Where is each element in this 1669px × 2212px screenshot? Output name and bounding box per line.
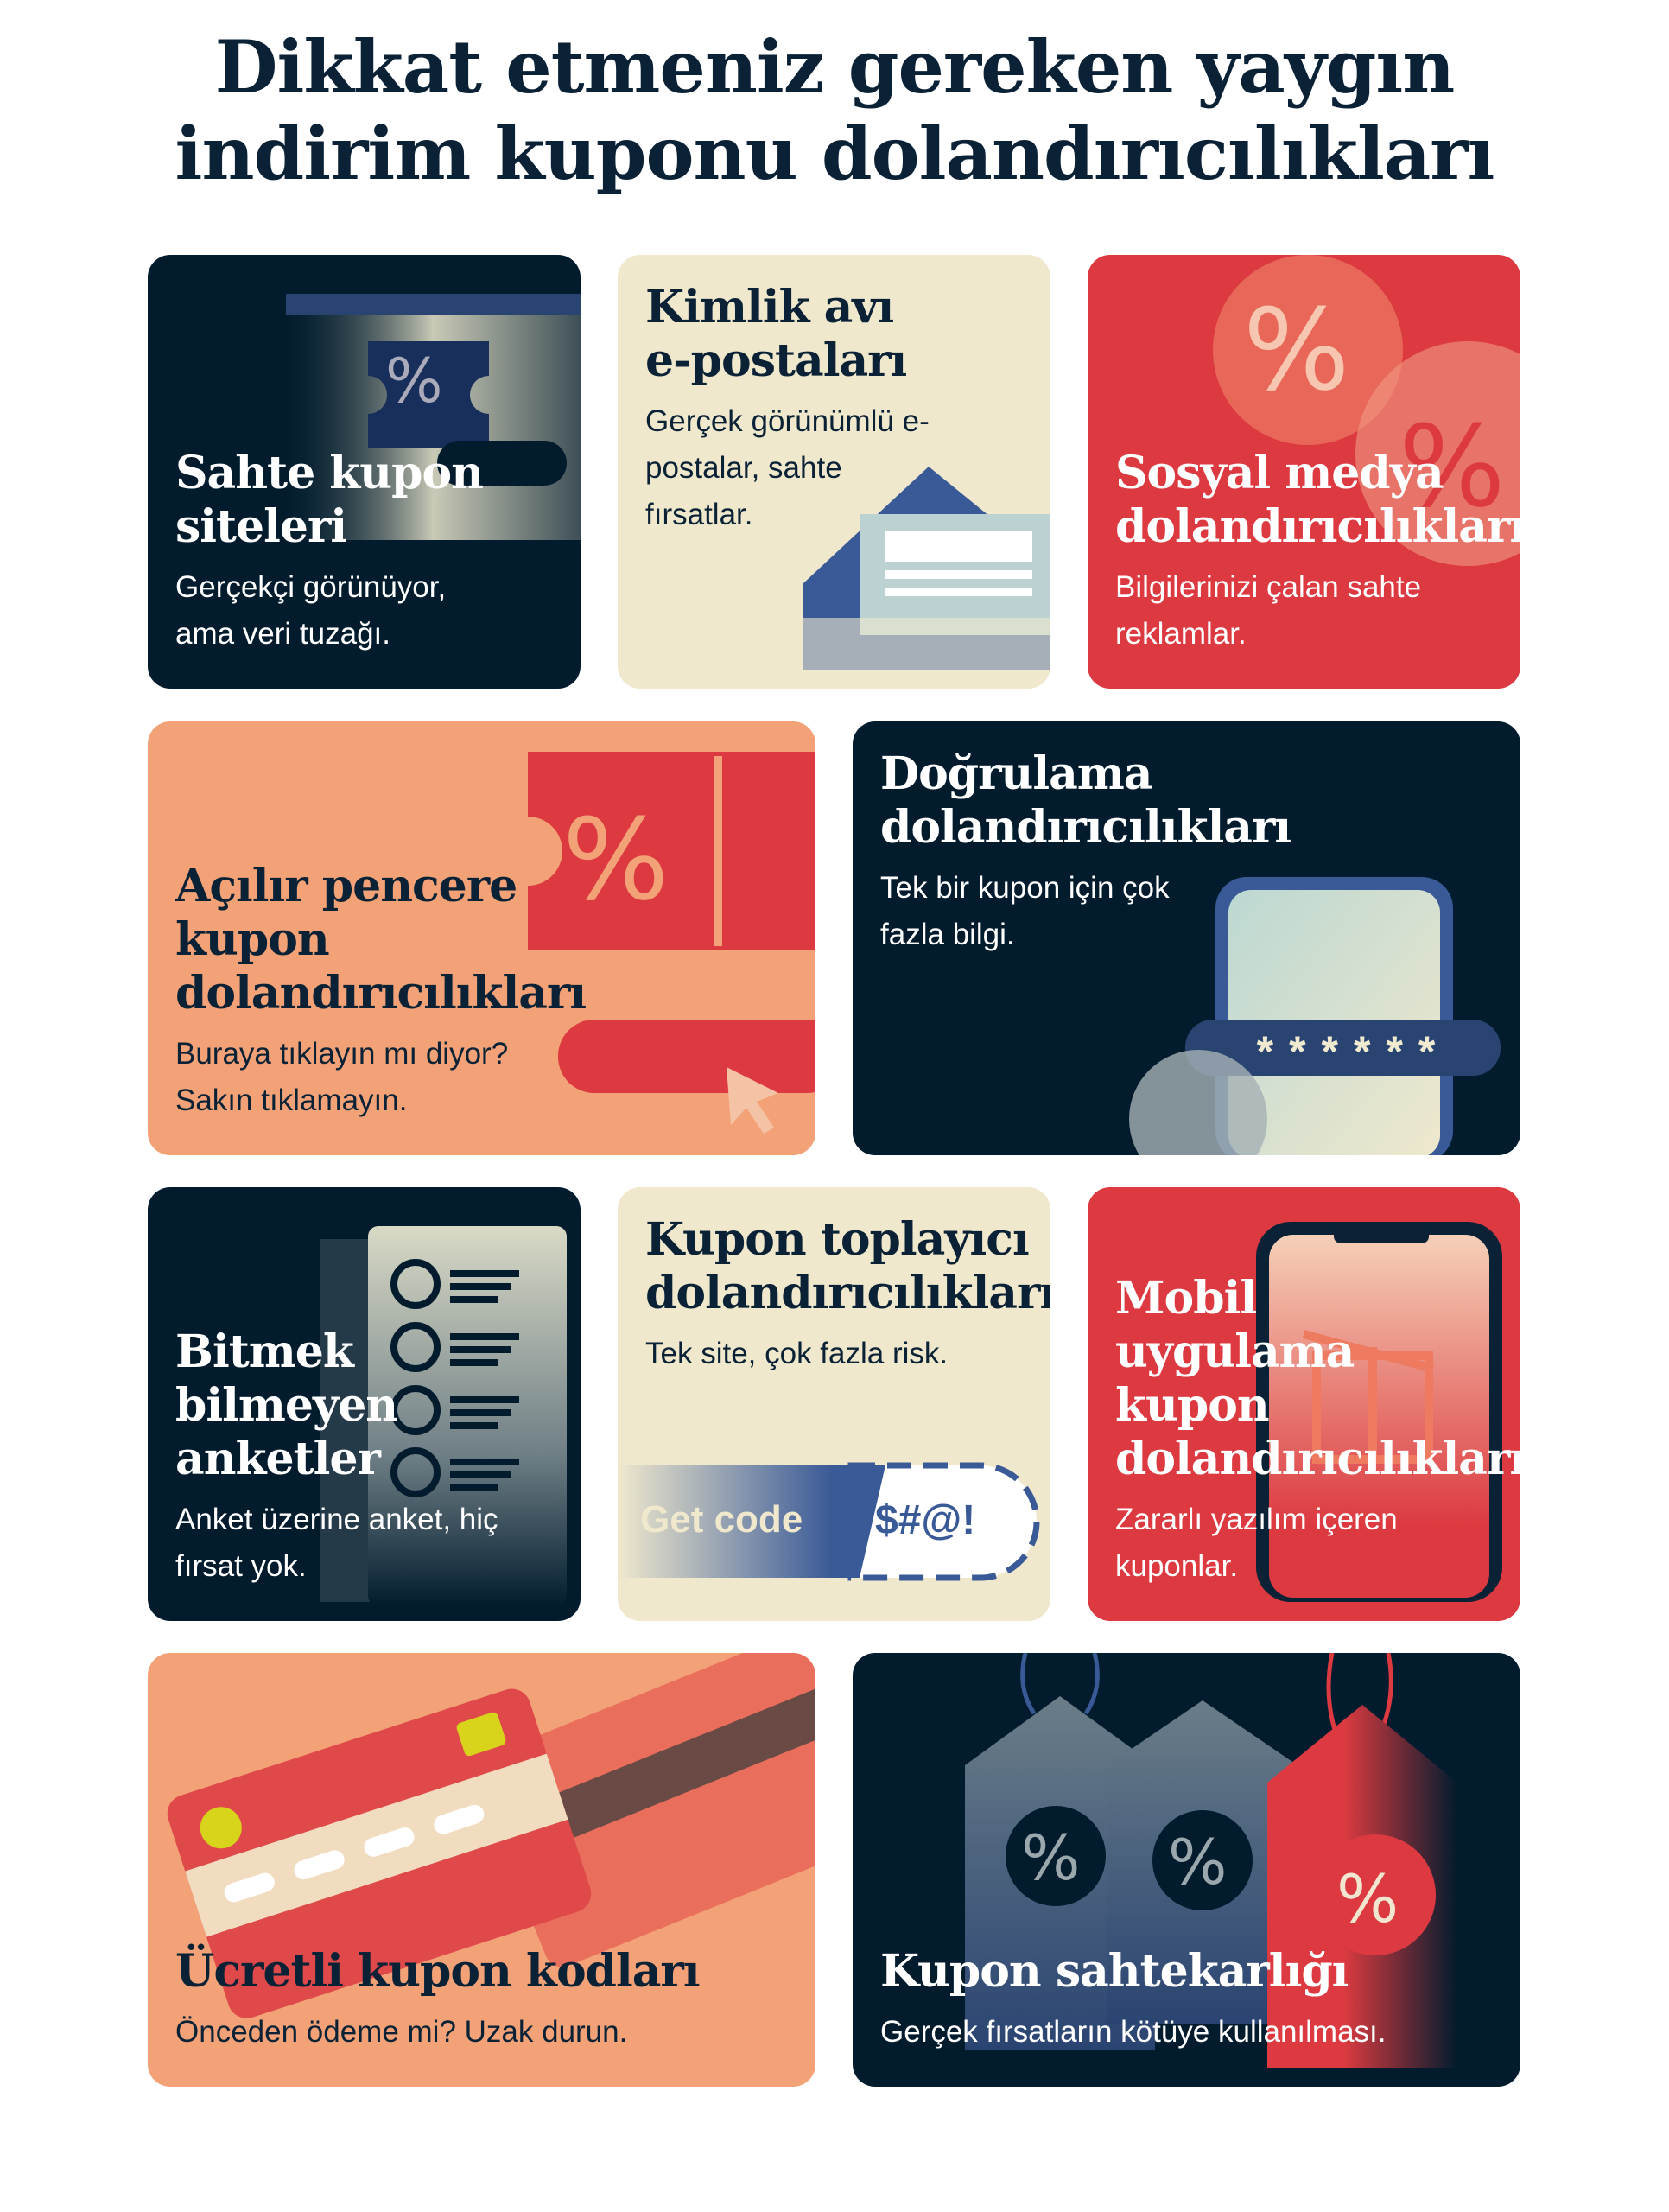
price-tag-icon: % %	[965, 1653, 1457, 2068]
percent-badge-icon: % %	[1213, 255, 1520, 566]
popup-cursor-icon: %	[528, 752, 815, 1134]
svg-text:%: %	[1168, 1826, 1227, 1898]
card-mobile-app-coupon-scams: Mobil uygulama kupon dolandırıcılıkları …	[1088, 1187, 1520, 1621]
get-code-icon	[618, 1462, 1040, 1581]
card-title: Sosyal medya dolandırıcılıkları	[1115, 447, 1520, 553]
card-title: Kimlik avı e-postaları	[645, 281, 907, 387]
svg-text:%: %	[1243, 284, 1350, 416]
title-line-2: indirim kuponu dolandırıcılıkları	[175, 111, 1495, 196]
card-description: Bilgilerinizi çalan sahte reklamlar.	[1115, 570, 1422, 651]
svg-text:%: %	[1399, 401, 1506, 532]
page-title: Dikkat etmeniz gereken yaygın indirim ku…	[0, 24, 1669, 197]
card-paid-coupon-codes: Ücretli kupon kodları Önceden ödeme mi? …	[148, 1653, 815, 2087]
card-title: Doğrulama dolandırıcılıkları	[880, 747, 1291, 854]
card-description: Anket üzerine anket, hiç fırsat yok.	[175, 1503, 498, 1583]
card-description: Gerçek görünümlü e-postalar, sahte fırsa…	[645, 404, 930, 531]
card-coupon-fraud: % % % Kupon sahtekarlığı Gerçek fırsatla…	[853, 1653, 1520, 2087]
card-title: Ücretli kupon kodları	[175, 1945, 701, 1998]
card-social-media-scams: % % Sosyal medya dolandırıcılıkları Bilg…	[1088, 255, 1520, 689]
card-description: Buraya tıklayın mı diyor? Sakın tıklamay…	[175, 1037, 509, 1117]
card-verification-scams: ****** Doğrulama dolandırıcılıkları Tek …	[853, 721, 1520, 1155]
credit-card-icon	[167, 1653, 815, 2018]
card-title: Kupon sahtekarlığı	[880, 1945, 1349, 1998]
title-line-1: Dikkat etmeniz gereken yaygın	[214, 24, 1456, 110]
phone-gift-icon	[1256, 1222, 1502, 1602]
survey-checklist-icon	[320, 1226, 567, 1606]
card-fake-coupon-sites: % Sahte kupon siteleri Gerçekçi görünüyo…	[148, 255, 581, 689]
phone-password-icon	[1129, 877, 1501, 1155]
card-description: Önceden ödeme mi? Uzak durun.	[175, 2015, 628, 2049]
card-description: Zararlı yazılım içeren kuponlar.	[1115, 1503, 1398, 1583]
svg-text:%: %	[562, 794, 670, 925]
card-coupon-aggregator-scams: Get code $#@! Kupon toplayıcı dolandırıc…	[618, 1187, 1050, 1621]
envelope-icon	[803, 467, 1050, 689]
card-description: Gerçek fırsatların kötüye kullanılması.	[880, 2015, 1387, 2049]
card-description: Tek site, çok fazla risk.	[645, 1337, 949, 1370]
get-code-button[interactable]: Get code	[640, 1498, 803, 1541]
card-title: Açılır pencere kupon dolandırıcılıkları	[175, 860, 587, 1020]
svg-text:%: %	[385, 346, 443, 416]
card-title: Kupon toplayıcı dolandırıcılıkları	[645, 1213, 1050, 1319]
card-description: Gerçekçi görünüyor, ama veri tuzağı.	[175, 570, 447, 651]
card-description: Tek bir kupon için çok fazla bilgi.	[880, 871, 1170, 951]
card-title: Bitmek bilmeyen anketler	[175, 1325, 398, 1485]
obscured-code: $#@!	[875, 1497, 976, 1543]
password-field: ******	[1256, 1027, 1451, 1076]
card-endless-surveys: Bitmek bilmeyen anketler Anket üzerine a…	[148, 1187, 581, 1621]
card-title: Sahte kupon siteleri	[175, 447, 484, 553]
card-phishing-emails: Kimlik avı e-postaları Gerçek görünümlü …	[618, 255, 1050, 689]
tag-percent: %	[1336, 1860, 1399, 1937]
coupon-ticket-icon: %	[286, 294, 581, 540]
svg-text:%: %	[1021, 1821, 1080, 1894]
card-title: Mobil uygulama kupon dolandırıcılıkları	[1115, 1272, 1520, 1485]
card-popup-coupon-scams: % Açılır pencere kupon dolandırıcılıklar…	[148, 721, 815, 1155]
